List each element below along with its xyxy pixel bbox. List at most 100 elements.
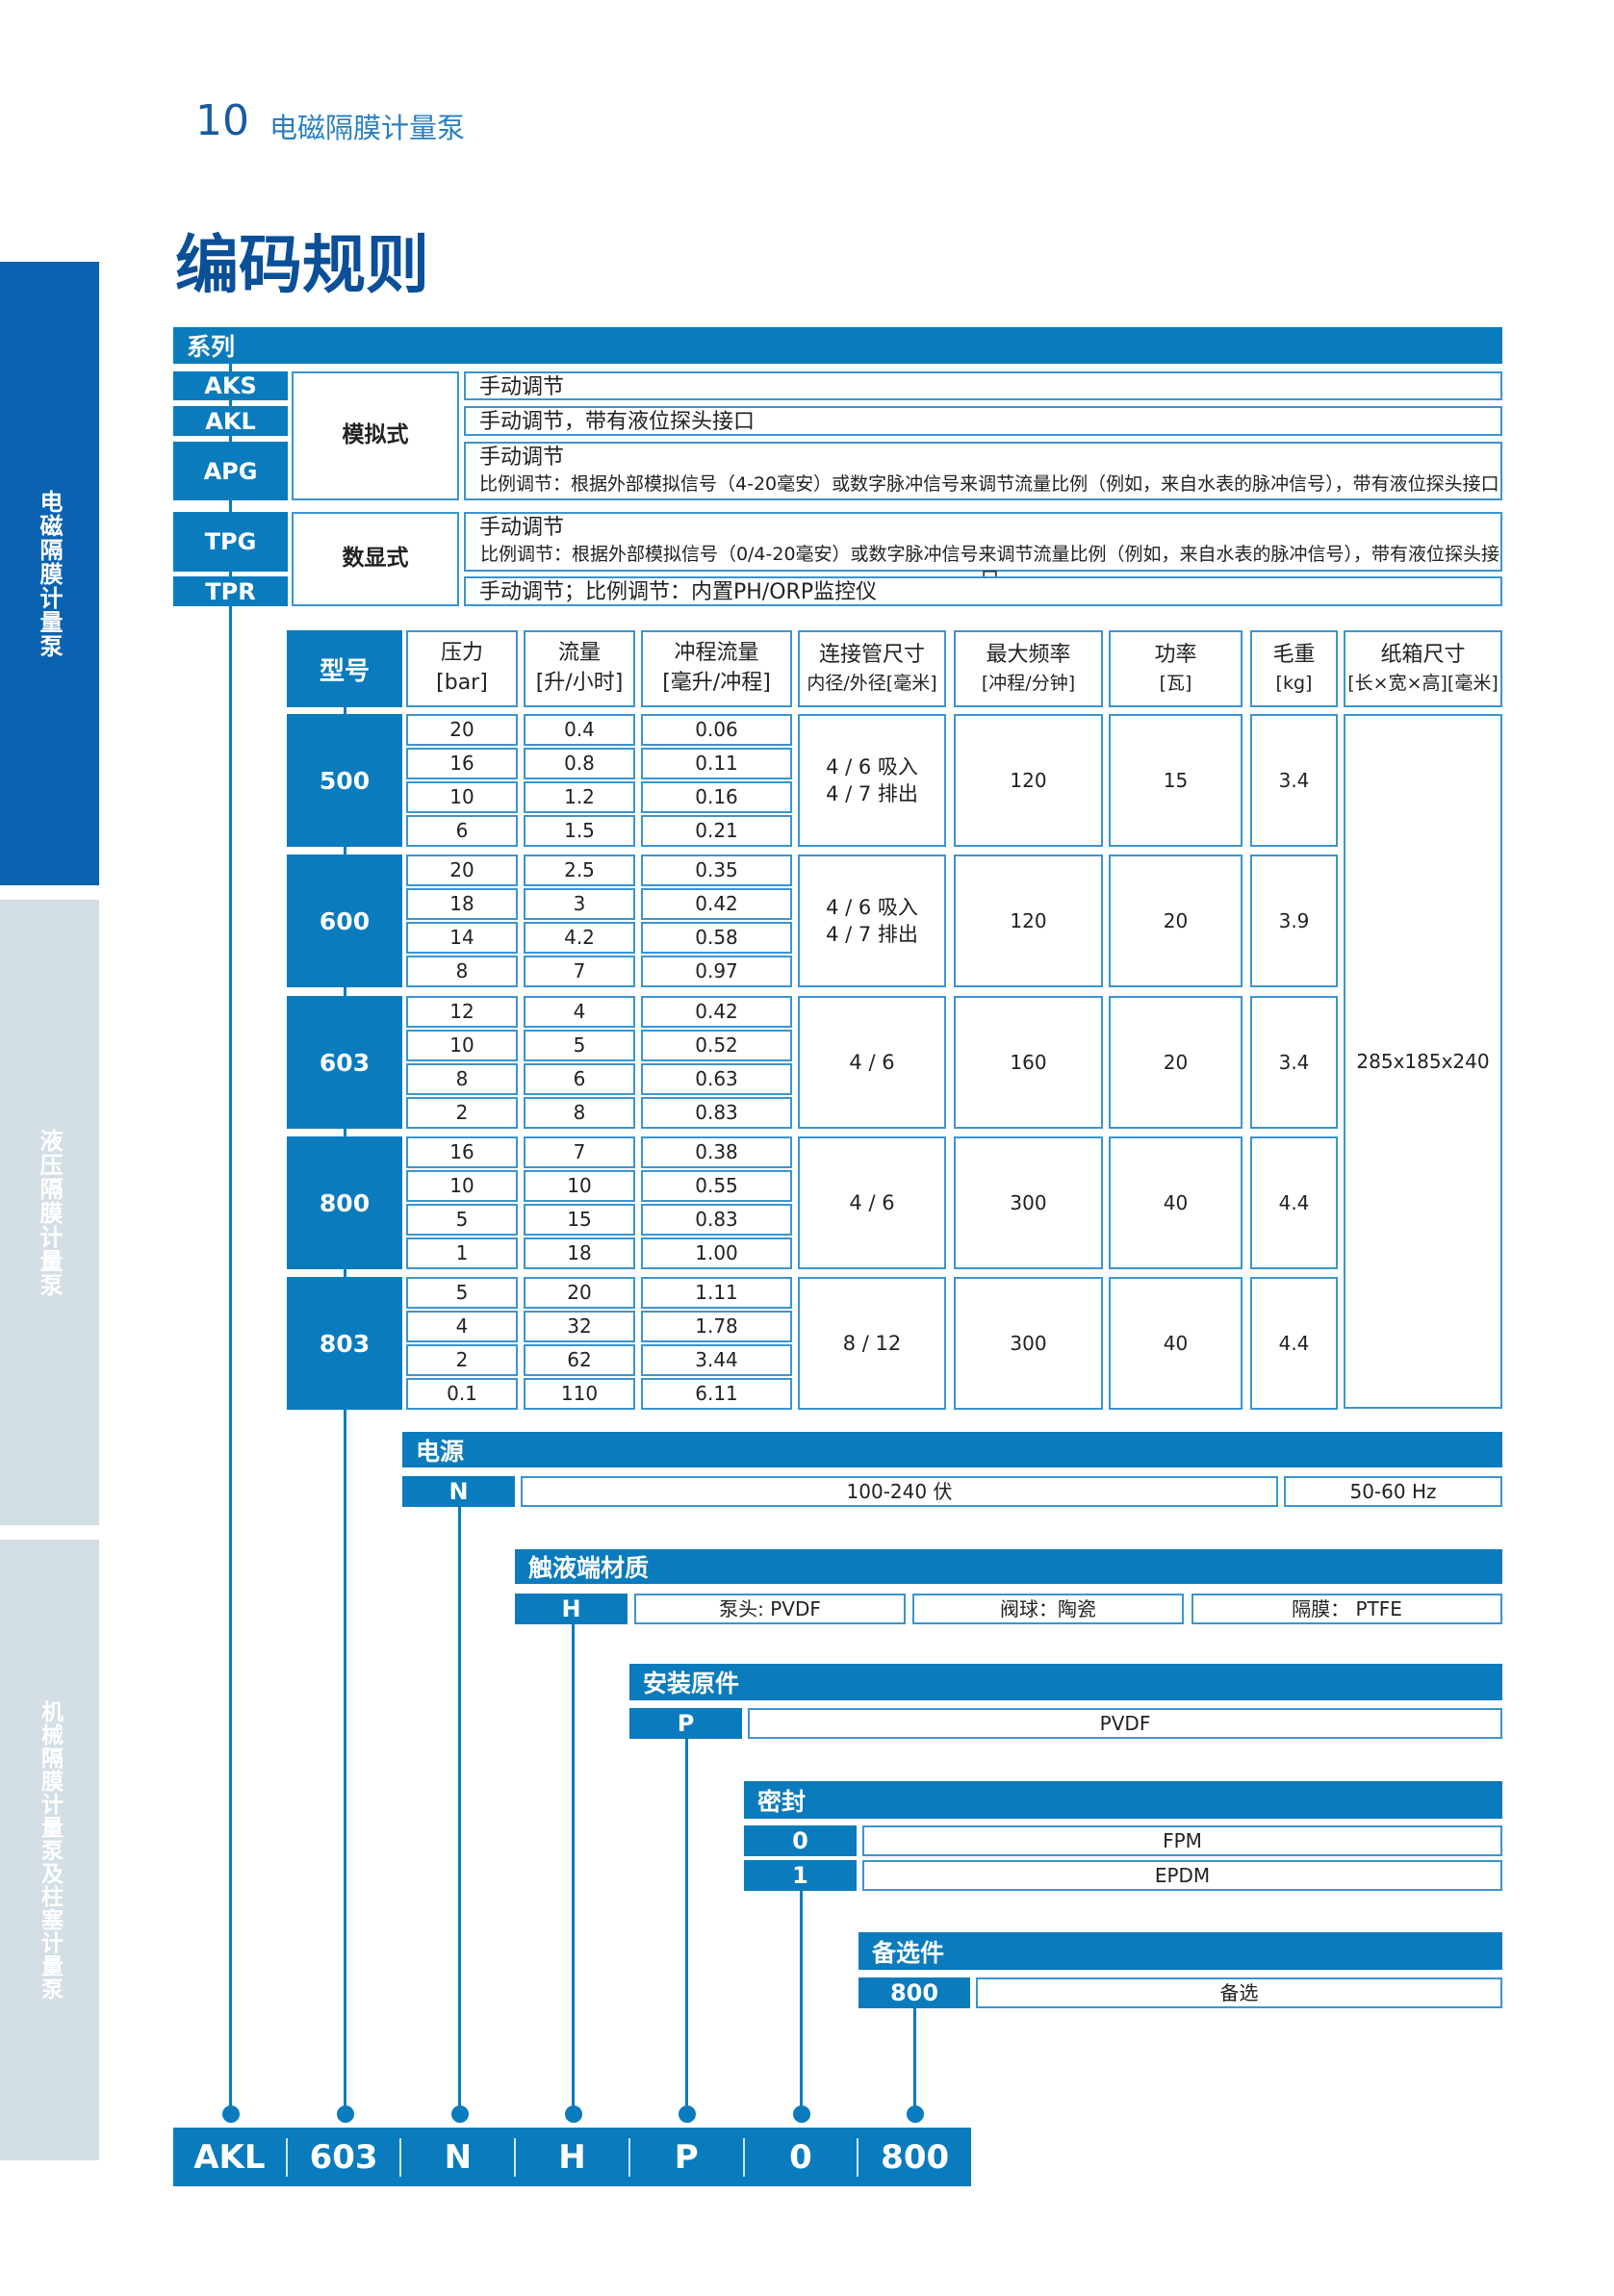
sidebar-label: 机械隔膜计量泵及柱塞计量泵: [37, 1699, 63, 2001]
table-header: 毛重 [kg]: [1250, 630, 1338, 707]
connector-dot: [451, 2105, 469, 2123]
spec-value: 1: [406, 1237, 518, 1269]
spec-value: 0.16: [641, 781, 792, 813]
model-code: 803: [287, 1277, 402, 1410]
optional-code: 800: [858, 1977, 970, 2008]
spec-value: 10: [406, 1030, 518, 1061]
spec-value: 14: [406, 922, 518, 954]
model-code: 603: [287, 996, 402, 1129]
power-watts: 20: [1109, 855, 1243, 987]
spec-value: 0.63: [641, 1063, 792, 1095]
power-frequency: 50-60 Hz: [1284, 1476, 1502, 1507]
spec-value: 8: [524, 1097, 635, 1129]
section-name: 电磁隔膜计量泵: [269, 112, 466, 144]
model-code: 600: [287, 855, 402, 987]
power-voltage: 100-240 伏: [521, 1476, 1278, 1507]
spec-value: 4: [524, 996, 635, 1028]
spec-value: 7: [524, 956, 635, 987]
header-text: 内径/外径[毫米]: [807, 673, 937, 695]
connector-dot: [907, 2105, 924, 2123]
spec-value: 15: [524, 1204, 635, 1236]
spec-value: 1.00: [641, 1237, 792, 1269]
sidebar-tab-hydraulic[interactable]: 液压隔膜计量泵: [0, 900, 99, 1525]
mode-digital: 数显式: [292, 512, 459, 606]
code-optional: 800: [857, 2137, 971, 2177]
spec-value: 0.35: [641, 855, 792, 886]
code-series: AKL: [193, 2137, 266, 2177]
connection-size: 4 / 6 吸入 4 / 7 排出: [798, 714, 946, 847]
spec-value: 0.4: [524, 714, 635, 746]
spec-value: 0.21: [641, 815, 792, 847]
header-text: 压力: [440, 641, 483, 666]
spec-value: 0.42: [641, 888, 792, 920]
material-header: 触液端材质: [515, 1549, 1502, 1584]
seal-value-0: FPM: [862, 1825, 1502, 1856]
spec-value: 0.83: [641, 1204, 792, 1236]
spec-value: 6: [524, 1063, 635, 1095]
code-material: H: [514, 2137, 628, 2177]
model-code: 800: [287, 1136, 402, 1269]
optional-value: 备选: [976, 1977, 1502, 2008]
spec-value: 3.44: [641, 1344, 792, 1376]
connector-dot: [337, 2105, 354, 2123]
install-header: 安装原件: [629, 1664, 1502, 1700]
spec-value: 10: [524, 1170, 635, 1202]
series-code-tpr: TPR: [173, 576, 288, 606]
gross-weight: 3.4: [1250, 996, 1338, 1129]
seal-code-1: 1: [744, 1860, 857, 1891]
spec-value: 0.58: [641, 922, 792, 954]
connector-dot: [793, 2105, 810, 2123]
spec-value: 8: [406, 1063, 518, 1095]
spec-value: 1.78: [641, 1311, 792, 1342]
header-text: 流量: [557, 641, 601, 666]
table-header: 功率 [瓦]: [1109, 630, 1243, 707]
power-watts: 40: [1109, 1136, 1243, 1269]
power-watts: 20: [1109, 996, 1243, 1129]
desc-apg: 手动调节 比例调节：根据外部模拟信号（4-20毫安）或数字脉冲信号来调节流量比例（…: [464, 442, 1502, 500]
connector-line: [344, 707, 346, 2120]
sidebar-tab-mechanical[interactable]: 机械隔膜计量泵及柱塞计量泵: [0, 1540, 99, 2160]
max-frequency: 120: [954, 855, 1103, 987]
connection-size: 4 / 6: [798, 1136, 946, 1269]
header-text: [kg]: [1275, 673, 1313, 695]
connector-line: [229, 364, 232, 2120]
spec-value: 2: [406, 1097, 518, 1129]
header-text: 最大频率: [986, 643, 1071, 668]
spec-value: 4: [406, 1311, 518, 1342]
spec-value: 20: [406, 714, 518, 746]
spec-value: 0.52: [641, 1030, 792, 1061]
desc-tpg: 手动调节 比例调节：根据外部模拟信号（0/4-20毫安）或数字脉冲信号来调节流量比…: [464, 512, 1502, 589]
spec-value: 5: [524, 1030, 635, 1061]
spec-value: 110: [524, 1378, 635, 1410]
connector-line: [572, 1624, 575, 2120]
spec-value: 10: [406, 781, 518, 813]
header-text: [毫升/冲程]: [662, 671, 771, 695]
table-header: 压力 [bar]: [406, 630, 518, 707]
spec-value: 0.55: [641, 1170, 792, 1202]
desc-text: 比例调节：根据外部模拟信号（4-20毫安）或数字脉冲信号来调节流量比例（例如，来…: [479, 472, 1499, 495]
table-header: 冲程流量 [毫升/冲程]: [641, 630, 792, 707]
gross-weight: 3.9: [1250, 855, 1338, 987]
sidebar-tab-electromagnetic[interactable]: 电磁隔膜计量泵: [0, 262, 99, 885]
gross-weight: 4.4: [1250, 1277, 1338, 1410]
page-title: 编码规则: [175, 228, 429, 302]
header-text: [bar]: [436, 671, 488, 695]
spec-value: 8: [406, 956, 518, 987]
material-ball: 阀球：陶瓷: [912, 1594, 1184, 1624]
power-watts: 40: [1109, 1277, 1243, 1410]
desc-text: 手动调节: [479, 516, 565, 540]
desc-akl: 手动调节，带有液位探头接口: [464, 406, 1502, 436]
spec-value: 0.97: [641, 956, 792, 987]
header-text: 冲程流量: [674, 641, 759, 666]
code-seal: 0: [742, 2137, 858, 2177]
spec-value: 16: [406, 1136, 518, 1168]
sidebar-label: 电磁隔膜计量泵: [36, 489, 63, 658]
spec-value: 0.1: [406, 1378, 518, 1410]
power-header: 电源: [402, 1432, 1502, 1467]
connector-line: [913, 2008, 916, 2120]
spec-value: 0.83: [641, 1097, 792, 1129]
series-code-tpg: TPG: [173, 512, 288, 572]
seal-header: 密封: [744, 1781, 1502, 1819]
header-model: 型号: [287, 630, 402, 707]
header-text: [瓦]: [1159, 673, 1192, 695]
